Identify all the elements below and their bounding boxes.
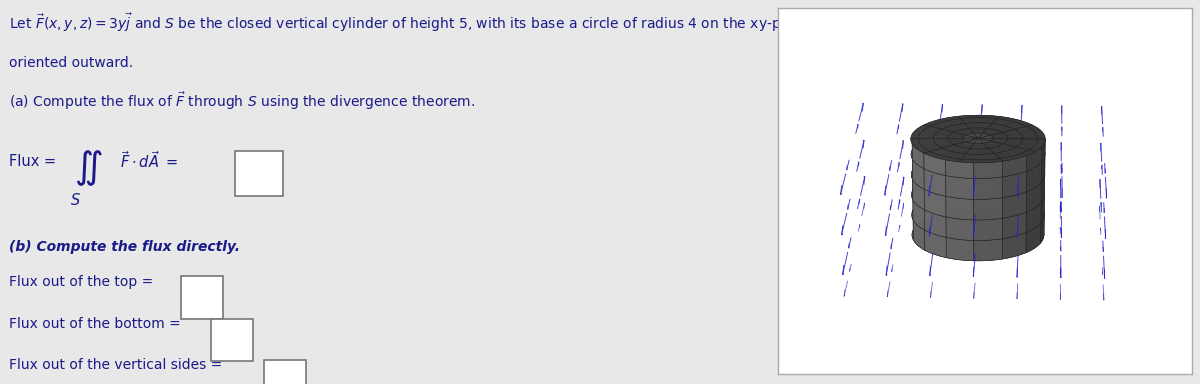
Text: $\vec{F} \cdot d\vec{A}\ =$: $\vec{F} \cdot d\vec{A}\ =$ [120,150,179,170]
Text: Let $\vec{F}(x, y, z) = 3y\vec{j}$ and $S$ be the closed vertical cylinder of he: Let $\vec{F}(x, y, z) = 3y\vec{j}$ and $… [10,12,1000,34]
FancyBboxPatch shape [264,360,306,384]
Text: (b) Compute the flux directly.: (b) Compute the flux directly. [10,240,240,254]
Text: Flux out of the bottom =: Flux out of the bottom = [10,317,185,331]
Text: Flux =: Flux = [10,154,61,169]
FancyBboxPatch shape [181,276,222,319]
Text: Flux out of the top =: Flux out of the top = [10,275,157,288]
FancyBboxPatch shape [211,319,253,361]
Text: Flux out of the vertical sides =: Flux out of the vertical sides = [10,358,227,372]
Text: $\iint$: $\iint$ [74,148,103,187]
FancyBboxPatch shape [235,151,282,196]
Text: $S$: $S$ [70,192,80,208]
Text: oriented outward.: oriented outward. [10,56,133,70]
Text: (a) Compute the flux of $\vec{F}$ through $S$ using the divergence theorem.: (a) Compute the flux of $\vec{F}$ throug… [10,90,475,112]
